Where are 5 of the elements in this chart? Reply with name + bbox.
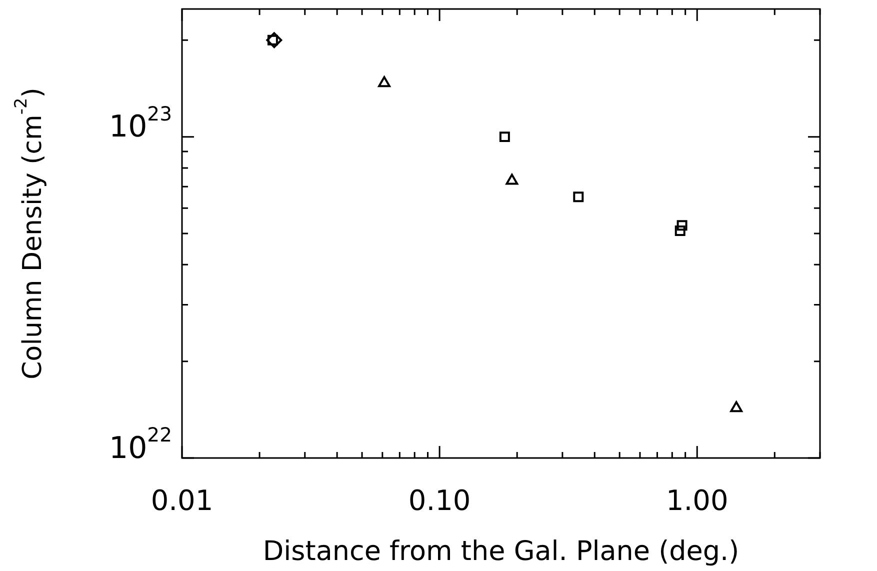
x-tick-label: 0.10: [408, 484, 471, 518]
x-tick-label: 0.01: [150, 484, 214, 518]
x-tick-label: 1.00: [666, 484, 728, 518]
x-axis-title: Distance from the Gal. Plane (deg.): [262, 536, 740, 567]
y-axis-title: Column Density (cm-2): [10, 88, 48, 380]
